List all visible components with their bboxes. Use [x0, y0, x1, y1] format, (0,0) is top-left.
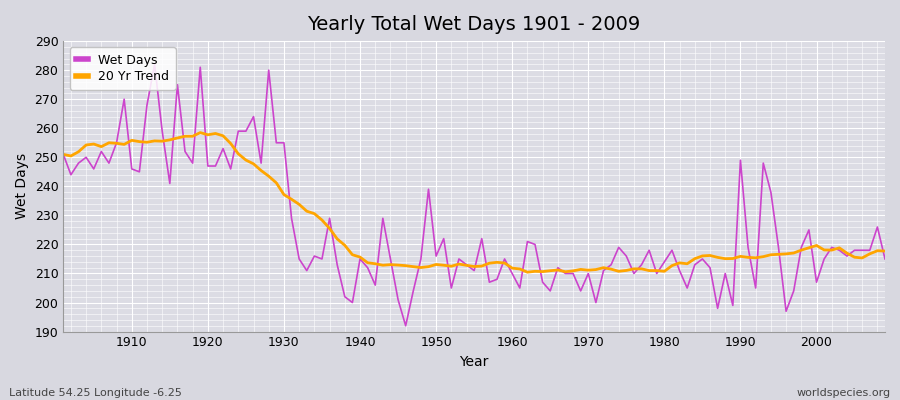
20 Yr Trend	[515, 266, 526, 271]
Wet Days	[522, 239, 533, 244]
Wet Days	[293, 256, 304, 261]
Text: Latitude 54.25 Longitude -6.25: Latitude 54.25 Longitude -6.25	[9, 388, 182, 398]
20 Yr Trend	[293, 202, 304, 207]
Line: 20 Yr Trend: 20 Yr Trend	[63, 133, 885, 272]
20 Yr Trend	[879, 249, 890, 254]
Y-axis label: Wet Days: Wet Days	[15, 153, 29, 220]
20 Yr Trend	[507, 266, 517, 270]
Line: Wet Days: Wet Days	[63, 64, 885, 326]
Wet Days	[149, 62, 160, 67]
Wet Days	[58, 152, 68, 157]
Text: worldspecies.org: worldspecies.org	[796, 388, 891, 398]
Title: Yearly Total Wet Days 1901 - 2009: Yearly Total Wet Days 1901 - 2009	[308, 15, 641, 34]
20 Yr Trend	[119, 142, 130, 147]
Wet Days	[119, 97, 130, 102]
Wet Days	[339, 294, 350, 299]
20 Yr Trend	[194, 130, 205, 135]
20 Yr Trend	[522, 270, 533, 274]
Wet Days	[613, 245, 624, 250]
X-axis label: Year: Year	[460, 355, 489, 369]
20 Yr Trend	[613, 269, 624, 274]
Wet Days	[879, 256, 890, 261]
Legend: Wet Days, 20 Yr Trend: Wet Days, 20 Yr Trend	[69, 47, 176, 90]
20 Yr Trend	[58, 152, 68, 157]
20 Yr Trend	[339, 243, 350, 248]
Wet Days	[515, 286, 526, 290]
Wet Days	[400, 323, 411, 328]
